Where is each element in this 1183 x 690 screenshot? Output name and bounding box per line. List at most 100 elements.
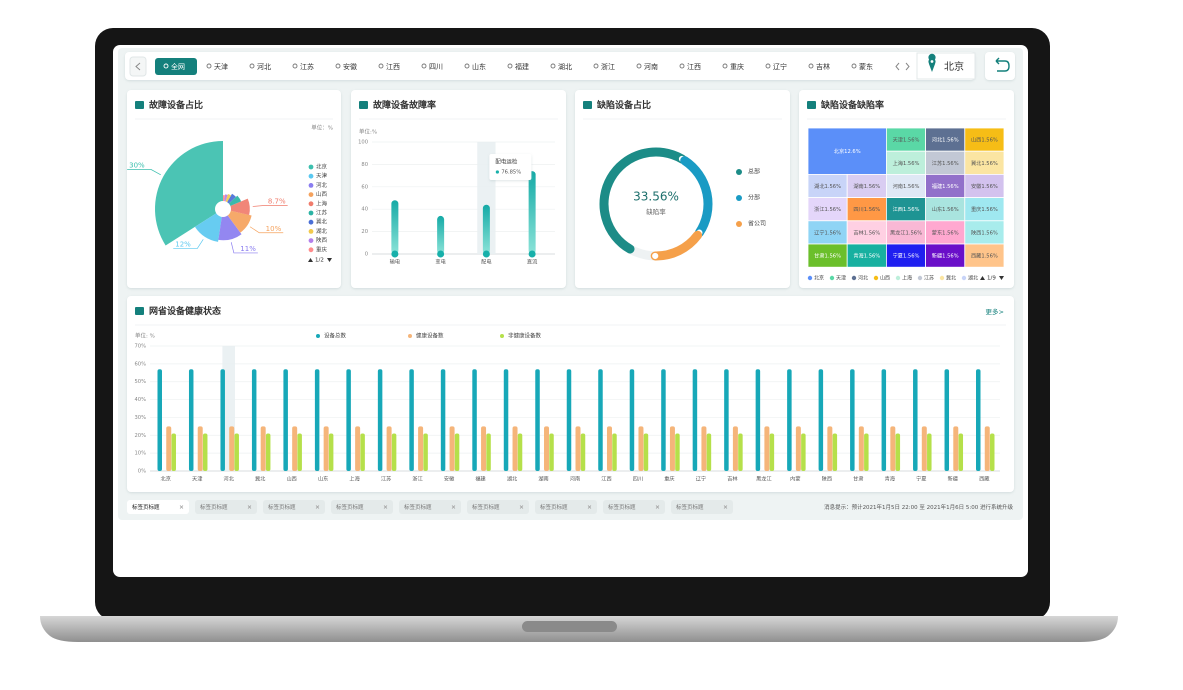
page-tab-close[interactable]: [519, 505, 524, 509]
page-tab-close[interactable]: [655, 505, 660, 509]
page-tab-label[interactable]: 标签页标题: [540, 503, 568, 511]
legend-label[interactable]: 省公司: [748, 220, 766, 228]
legend-swatch[interactable]: [308, 219, 314, 225]
legend-swatch[interactable]: [500, 334, 504, 338]
nav-tab[interactable]: 辽宁: [773, 62, 787, 71]
legend-swatch[interactable]: [308, 210, 314, 216]
page-tab-label[interactable]: 标签页标题: [608, 503, 636, 511]
legend-label[interactable]: 上海: [316, 199, 328, 207]
legend-label[interactable]: 重庆: [316, 245, 328, 253]
legend-swatch[interactable]: [308, 201, 314, 207]
page-tab-close[interactable]: [723, 505, 728, 509]
page-tab[interactable]: [535, 500, 597, 514]
legend-swatch[interactable]: [851, 275, 857, 281]
legend-label[interactable]: 分部: [748, 194, 760, 202]
legend-swatch[interactable]: [308, 229, 314, 234]
nav-tab[interactable]: 蒙东: [859, 62, 873, 71]
pager-next[interactable]: [327, 258, 332, 262]
page-tab[interactable]: [331, 500, 393, 514]
pager-prev[interactable]: [308, 258, 313, 262]
nav-tab[interactable]: 江西: [386, 63, 400, 71]
legend-label[interactable]: 总部: [748, 168, 760, 176]
nav-tab[interactable]: 吉林: [816, 62, 830, 71]
page-tab[interactable]: [263, 500, 325, 514]
legend-swatch[interactable]: [308, 247, 314, 253]
page-tab[interactable]: [195, 500, 257, 514]
legend-label[interactable]: 河北: [858, 275, 868, 282]
nav-prev-button[interactable]: [129, 56, 147, 77]
nav-tab[interactable]: 湖北: [558, 62, 572, 71]
page-tab-close[interactable]: [315, 505, 320, 509]
nav-tab[interactable]: 四川: [429, 63, 443, 71]
legend-swatch[interactable]: [939, 275, 945, 281]
nav-tab[interactable]: 全网: [171, 62, 185, 71]
legend-label[interactable]: 天津: [836, 275, 846, 282]
legend-label[interactable]: 陕西: [316, 236, 328, 244]
nav-tab[interactable]: 山东: [472, 62, 486, 71]
page-tab-close[interactable]: [247, 505, 252, 509]
legend-label[interactable]: 河北: [316, 181, 328, 189]
legend-swatch[interactable]: [308, 192, 314, 198]
page-tab[interactable]: [603, 500, 665, 514]
legend-swatch[interactable]: [807, 275, 813, 281]
nav-tab[interactable]: 江西: [687, 63, 701, 71]
page-tab-label[interactable]: 标签页标题: [200, 503, 228, 511]
return-button[interactable]: [985, 52, 1015, 80]
legend-swatch[interactable]: [308, 238, 314, 244]
page-tab-label[interactable]: 标签页标题: [132, 503, 160, 511]
legend-label[interactable]: 天津: [316, 173, 328, 180]
page-tab-label[interactable]: 标签页标题: [676, 503, 704, 511]
nav-tab[interactable]: 福建: [515, 62, 529, 71]
legend-swatch[interactable]: [895, 275, 901, 281]
legend-label[interactable]: 冀北: [946, 275, 956, 282]
nav-tab[interactable]: 安徽: [343, 62, 357, 71]
nav-tab[interactable]: 河南: [644, 62, 658, 71]
more-link[interactable]: 更多>: [986, 307, 1004, 316]
nav-scroll-left-icon[interactable]: [895, 62, 900, 71]
page-tab[interactable]: [127, 500, 189, 514]
legend-label[interactable]: 江苏: [924, 275, 934, 282]
page-tab[interactable]: [399, 500, 461, 514]
nav-tab[interactable]: 浙江: [601, 62, 615, 71]
legend-swatch[interactable]: [873, 275, 879, 281]
legend-label[interactable]: 上海: [902, 275, 912, 282]
legend-label[interactable]: 山西: [880, 275, 890, 282]
legend-swatch[interactable]: [408, 334, 412, 338]
pager-prev[interactable]: [980, 276, 985, 280]
legend-label[interactable]: 设备总数: [324, 332, 347, 340]
page-tab-close[interactable]: [383, 505, 388, 509]
legend-label[interactable]: 健康设备数: [416, 332, 444, 340]
legend-label[interactable]: 江苏: [316, 209, 328, 217]
page-tab-label[interactable]: 标签页标题: [336, 503, 364, 511]
legend-label[interactable]: 湖北: [968, 275, 978, 282]
pager-next[interactable]: [999, 276, 1004, 280]
legend-label[interactable]: 非健康设备数: [508, 332, 542, 340]
nav-scroll-right-icon[interactable]: [905, 62, 910, 71]
legend-swatch[interactable]: [917, 275, 923, 281]
nav-tab[interactable]: 重庆: [730, 62, 744, 71]
page-tab[interactable]: [467, 500, 529, 514]
page-tab-close[interactable]: [587, 505, 592, 509]
nav-tab[interactable]: 河北: [257, 63, 271, 71]
legend-swatch[interactable]: [308, 183, 314, 188]
legend-swatch[interactable]: [736, 169, 742, 175]
legend-swatch[interactable]: [308, 173, 314, 179]
legend-label[interactable]: 北京: [814, 275, 824, 282]
legend-swatch[interactable]: [736, 221, 742, 227]
legend-label[interactable]: 山西: [316, 190, 328, 198]
location-box[interactable]: [916, 52, 976, 80]
page-tab[interactable]: [671, 500, 733, 514]
nav-tab[interactable]: 天津: [214, 63, 228, 71]
legend-label[interactable]: 冀北: [316, 218, 328, 226]
legend-swatch[interactable]: [736, 195, 742, 201]
page-tab-label[interactable]: 标签页标题: [472, 503, 500, 511]
page-tab-label[interactable]: 标签页标题: [404, 503, 432, 511]
page-tab-close[interactable]: [451, 505, 456, 509]
legend-swatch[interactable]: [308, 164, 314, 170]
page-tab-close[interactable]: [179, 505, 184, 509]
page-tab-label[interactable]: 标签页标题: [268, 503, 296, 511]
legend-swatch[interactable]: [961, 275, 967, 281]
legend-label[interactable]: 湖北: [316, 227, 328, 235]
nav-tab[interactable]: 江苏: [300, 62, 314, 71]
legend-swatch[interactable]: [829, 275, 835, 281]
